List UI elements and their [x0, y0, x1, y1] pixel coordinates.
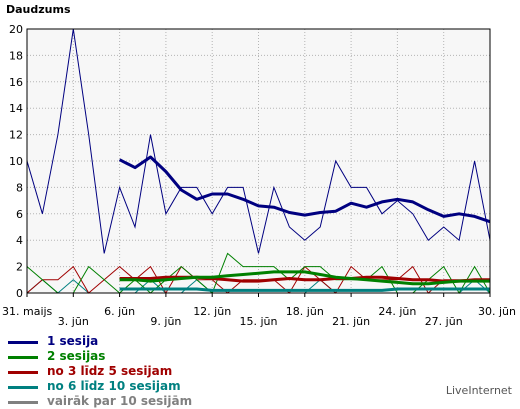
trend-line: [119, 270, 490, 286]
legend-swatch: [8, 341, 38, 344]
brand-label: LiveInternet: [445, 384, 512, 397]
legend-label: no 3 līdz 5 sesijam: [47, 364, 173, 378]
y-tick-label: 12: [9, 129, 23, 142]
y-tick-label: 4: [16, 234, 23, 247]
y-tick-label: 16: [9, 76, 23, 89]
x-tick-label: 3. jūn: [58, 315, 89, 328]
x-axis: 31. maijs 3. jūn 6. jūn 9. jūn 12. jūn 15. jū…: [2, 293, 516, 328]
y-axis-label: Daudzums: [6, 3, 71, 16]
trend-line: [119, 287, 490, 292]
y-tick-label: 8: [16, 181, 23, 194]
y-tick-label: 0: [16, 287, 23, 300]
y-tick-label: 20: [9, 23, 23, 36]
x-tick-label: 21. jūn: [332, 315, 370, 328]
y-tick-label: 6: [16, 208, 23, 221]
y-axis: 0 2 4 6 8 10 12 14 16 18 20: [9, 23, 23, 300]
trend-line: [118, 155, 491, 224]
legend-swatch: [8, 386, 38, 389]
trend-lines: [118, 155, 491, 292]
legend-label: 2 sesijas: [47, 349, 106, 363]
y-tick-label: 2: [16, 261, 23, 274]
x-tick-label: 12. jūn: [193, 305, 231, 318]
x-tick-label: 9. jūn: [150, 315, 181, 328]
x-tick-label: 6. jūn: [104, 305, 135, 318]
y-tick-label: 14: [9, 102, 23, 115]
legend-swatch: [8, 401, 38, 404]
grid: [27, 29, 490, 293]
legend-swatch: [8, 356, 38, 359]
x-tick-label: 15. jūn: [240, 315, 278, 328]
y-tick-label: 10: [9, 155, 23, 168]
x-tick-label: 30. jūn: [478, 305, 516, 318]
plot-frame: [26, 28, 491, 294]
x-tick-label: 27. jūn: [425, 315, 463, 328]
y-tick-label: 18: [9, 49, 23, 62]
legend-label: no 6 līdz 10 sesijam: [47, 379, 181, 393]
legend-swatch: [8, 371, 38, 374]
x-tick-label: 31. maijs: [2, 305, 53, 318]
series-line: [26, 28, 491, 254]
legend-label: vairāk par 10 sesijām: [47, 394, 193, 408]
x-tick-label: 24. jūn: [378, 305, 416, 318]
legend-label: 1 sesija: [47, 334, 99, 348]
x-tick-label: 18. jūn: [286, 305, 324, 318]
